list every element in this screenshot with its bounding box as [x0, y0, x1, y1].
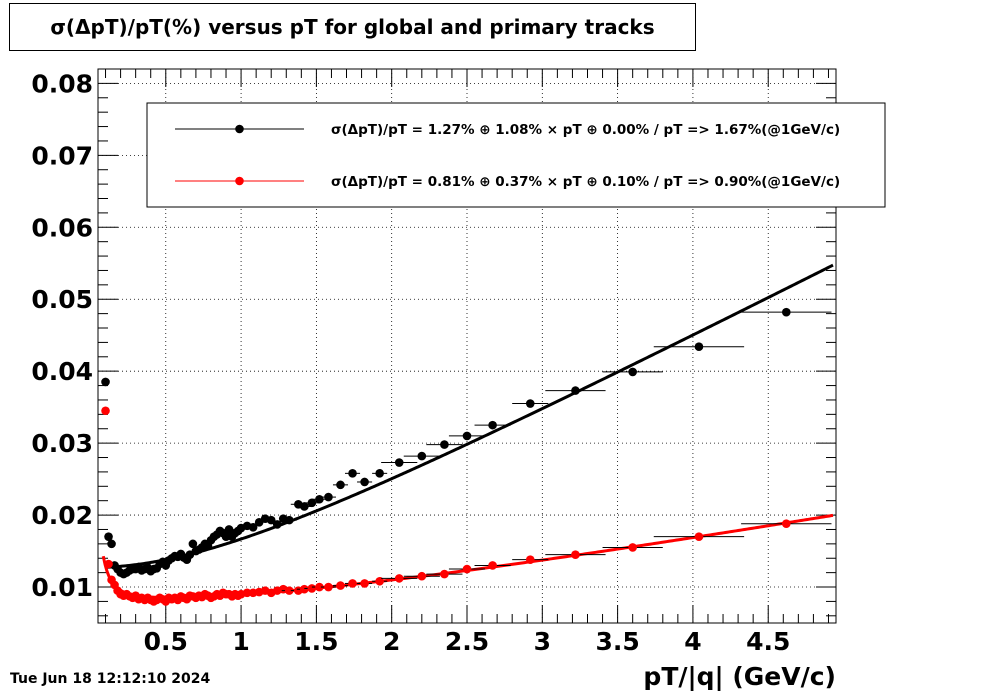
data-point-series-0 [221, 532, 231, 541]
data-point-series-1 [300, 584, 309, 594]
data-point-series-1 [571, 550, 580, 559]
data-point-series-0 [307, 498, 317, 508]
x-tick-label: 2.5 [445, 627, 489, 656]
data-point-series-0 [628, 367, 637, 377]
data-point-series-1 [348, 579, 357, 588]
data-point-series-0 [440, 440, 449, 449]
y-tick-label: 0.01 [31, 573, 93, 602]
data-point-series-1 [315, 582, 324, 592]
data-point-series-0 [781, 307, 791, 317]
x-tick-label: 1 [232, 627, 249, 656]
data-point-series-0 [394, 458, 404, 467]
data-point-series-0 [272, 520, 282, 529]
chart-title: σ(ΔpT)/pT(%) versus pT for global and pr… [9, 3, 696, 51]
legend-label-series-0: σ(ΔpT)/pT = 1.27% ⊕ 1.08% × pT ⊕ 0.00% /… [331, 122, 840, 138]
data-point-series-1 [336, 581, 345, 590]
data-point-series-1 [324, 582, 333, 592]
data-point-series-0 [525, 399, 535, 408]
data-point-series-1 [781, 519, 791, 529]
x-tick-label: 4 [684, 627, 701, 656]
x-tick-label: 3 [534, 627, 551, 656]
legend-label-series-1: σ(ΔpT)/pT = 0.81% ⊕ 0.37% × pT ⊕ 0.10% /… [331, 174, 840, 190]
data-point-series-1 [360, 579, 369, 588]
data-point-series-0 [300, 502, 309, 511]
legend: σ(ΔpT)/pT = 1.27% ⊕ 1.08% × pT ⊕ 0.00% /… [146, 102, 886, 208]
data-point-series-1 [284, 586, 294, 595]
y-tick-label: 0.03 [31, 429, 93, 458]
data-point-series-0 [571, 386, 580, 395]
data-point-series-0 [101, 377, 110, 387]
y-tick-label: 0.06 [31, 213, 93, 242]
data-point-series-0 [360, 477, 369, 487]
data-point-series-0 [107, 539, 116, 549]
y-tick-label: 0.02 [31, 501, 93, 530]
data-point-series-0 [248, 523, 258, 532]
data-point-series-0 [462, 431, 472, 441]
data-point-series-0 [284, 515, 294, 525]
timestamp: Tue Jun 18 12:12:10 2024 [10, 671, 211, 687]
data-point-series-1 [694, 532, 704, 541]
y-tick-label: 0.05 [31, 285, 93, 314]
x-tick-label: 2 [383, 627, 400, 656]
data-point-series-0 [694, 342, 704, 352]
data-point-series-1 [417, 571, 427, 581]
data-point-series-0 [375, 469, 384, 478]
x-tick-label: 3.5 [595, 627, 639, 656]
x-axis-label: pT/|q| (GeV/c) [643, 662, 836, 691]
x-tick-label: 4.5 [746, 627, 790, 656]
x-tick-label: 0.5 [144, 627, 188, 656]
legend-marker-series-0 [235, 124, 244, 134]
data-point-series-0 [417, 451, 427, 461]
data-points [101, 307, 832, 606]
fit-curves [101, 263, 834, 600]
data-point-series-0 [348, 469, 357, 478]
y-tick-label: 0.04 [31, 357, 93, 386]
data-point-series-1 [307, 584, 317, 593]
data-point-series-1 [242, 588, 252, 598]
y-tick-label: 0.08 [31, 69, 93, 98]
data-point-series-0 [324, 492, 333, 502]
data-point-series-1 [394, 574, 404, 583]
data-point-series-0 [266, 515, 276, 525]
data-point-series-1 [488, 561, 497, 570]
data-point-series-1 [462, 564, 472, 574]
data-point-series-1 [101, 406, 110, 416]
x-tick-label: 1.5 [294, 627, 338, 656]
legend-marker-series-1 [235, 176, 244, 186]
data-point-series-0 [336, 480, 345, 490]
data-point-series-0 [315, 494, 324, 504]
legend-box [146, 102, 886, 208]
data-point-series-1 [440, 569, 449, 579]
data-point-series-1 [525, 555, 535, 564]
y-tick-label: 0.07 [31, 141, 93, 170]
data-point-series-0 [488, 420, 497, 430]
data-point-series-0 [188, 539, 198, 549]
fit-curve-series-0 [105, 263, 834, 569]
data-point-series-0 [104, 532, 113, 541]
data-point-series-1 [104, 559, 113, 569]
fit-curve-series-1 [101, 513, 834, 600]
data-point-series-1 [375, 576, 384, 586]
data-point-series-1 [628, 543, 637, 552]
